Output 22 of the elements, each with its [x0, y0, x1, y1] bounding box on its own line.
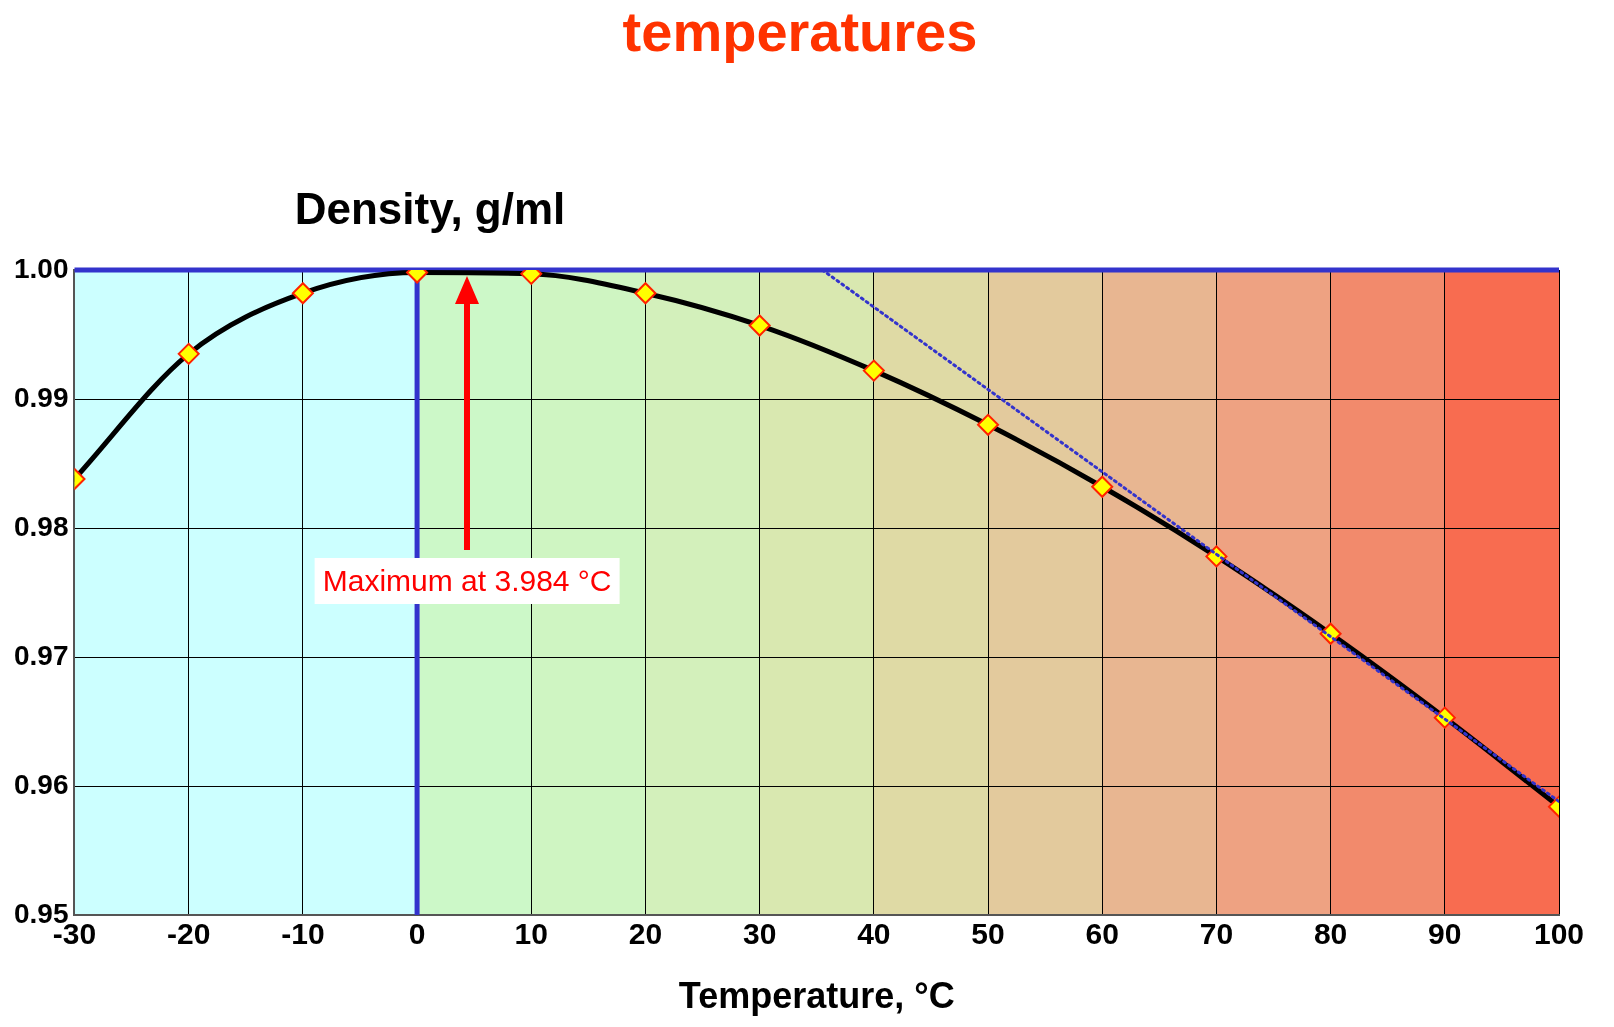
- y-tick-label: 0.96: [14, 768, 69, 800]
- x-tick-label: -10: [281, 917, 325, 951]
- x-tick-label: 20: [628, 917, 663, 951]
- x-axis-title: Temperature, °C: [678, 974, 955, 1016]
- x-tick-label: 100: [1533, 917, 1585, 951]
- x-tick-label: 0: [408, 917, 426, 951]
- x-tick-label: 50: [971, 917, 1005, 951]
- x-tick-label: 30: [742, 917, 777, 951]
- x-tick-label: 60: [1085, 917, 1119, 951]
- y-tick-label: 0.99: [14, 381, 69, 413]
- x-tick-label: 80: [1313, 917, 1348, 951]
- y-axis-title: Density, g/ml: [294, 184, 566, 234]
- x-tick-label: 40: [857, 917, 891, 951]
- y-tick-label: 0.98: [14, 510, 69, 542]
- x-tick-label: 90: [1428, 917, 1462, 951]
- y-tick-label: 0.97: [14, 639, 69, 671]
- chart-title: temperatures: [622, 0, 978, 64]
- annotation: Maximum at 3.984 °C: [314, 558, 620, 604]
- x-tick-label: 10: [514, 917, 548, 951]
- x-tick-label: -20: [167, 917, 211, 951]
- x-tick-label: 70: [1199, 917, 1234, 951]
- y-tick-label: 1.00: [14, 252, 69, 284]
